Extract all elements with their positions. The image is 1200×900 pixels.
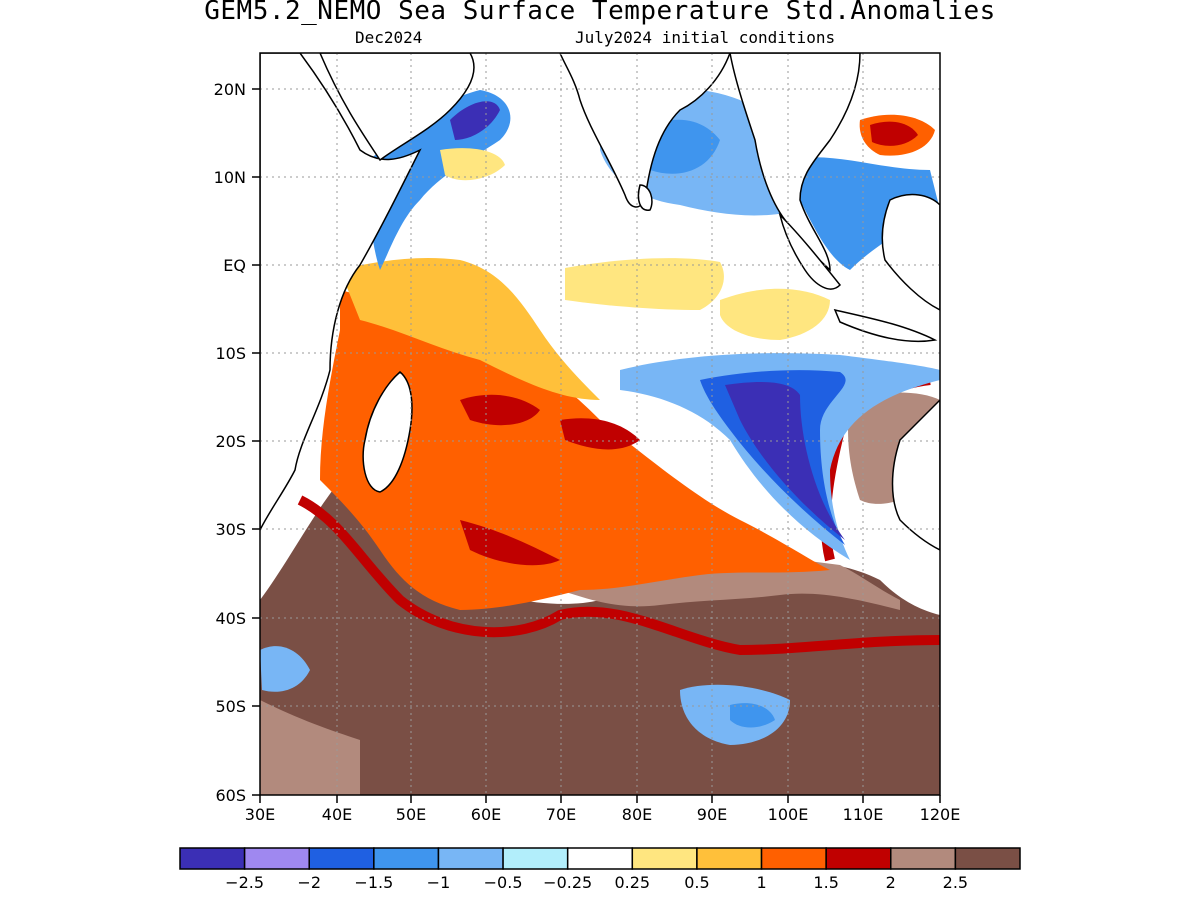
lon-label: 50E: [396, 805, 426, 824]
anomaly-patch-somali-yellow: [440, 148, 505, 181]
colorbar-label: 1.5: [813, 873, 838, 892]
colorbar: −2.5 −2 −1.5 −1 −0.5 −0.25 0.25 0.5 1 1.5 2 2.5: [179, 847, 1021, 892]
anomaly-patch-west-lightorange: [340, 258, 600, 400]
colorbar-swatch: [308, 847, 375, 870]
anomaly-patch-central-red-3: [460, 520, 560, 566]
colorbar-label: −0.25: [543, 873, 592, 892]
colorbar-swatch: [179, 847, 246, 870]
lat-label: 60S: [215, 786, 246, 805]
colorbar-swatch: [631, 847, 698, 870]
colorbar-label: −1: [427, 873, 451, 892]
colorbar-label: 1: [756, 873, 766, 892]
lon-label: 90E: [697, 805, 727, 824]
lat-label: EQ: [223, 256, 246, 275]
anomaly-patch-sumatra-blue: [790, 157, 940, 270]
lat-label: 20N: [214, 80, 246, 99]
lon-label: 30E: [245, 805, 275, 824]
lat-label: 30S: [215, 520, 246, 539]
colorbar-label: 2: [886, 873, 896, 892]
lat-label: 50S: [215, 697, 246, 716]
colorbar-label: 0.5: [684, 873, 709, 892]
colorbar-swatch: [502, 847, 569, 870]
anomaly-field: [260, 53, 940, 795]
lon-labels: 30E 40E 50E 60E 70E 80E 90E 100E 110E 12…: [245, 805, 961, 824]
land-masses: [260, 53, 940, 551]
anomaly-patch-scs-darkred: [870, 121, 918, 146]
lat-labels: 20N 10N EQ 10S 20S 30S 40S 50S 60S: [214, 80, 246, 805]
colorbar-swatch: [760, 847, 827, 870]
anomaly-patch-central-red-1: [460, 394, 540, 426]
land-india: [559, 53, 731, 208]
anomaly-patch-south-red: [297, 495, 940, 656]
land-australia: [891, 398, 940, 551]
anomaly-patch-eq-yellow-2: [720, 288, 830, 340]
plot-frame: [259, 52, 941, 796]
land-sumatra: [778, 212, 842, 290]
lon-label: 40E: [322, 805, 352, 824]
lon-label: 80E: [622, 805, 652, 824]
land-sri-lanka: [637, 184, 653, 211]
anomaly-patch-s-blue-2: [730, 703, 775, 728]
colorbar-swatch: [243, 847, 310, 870]
colorbar-swatch: [566, 847, 634, 870]
land-madagascar: [362, 371, 413, 493]
colorbar-label: 2.5: [943, 873, 968, 892]
lat-label: 10N: [214, 168, 246, 187]
land-borneo: [881, 193, 940, 311]
map-subtitle-init: July2024 initial conditions: [575, 28, 836, 47]
anomaly-patch-sw-blue: [260, 646, 310, 692]
anomaly-patch-arabian-purple: [450, 101, 500, 140]
lat-label: 40S: [215, 609, 246, 628]
anomaly-patch-south-lightbrown-2: [260, 700, 360, 795]
colorbar-label: −1.5: [354, 873, 393, 892]
colorbar-swatch: [954, 847, 1021, 870]
colorbar-label: −0.5: [484, 873, 523, 892]
colorbar-swatch: [437, 847, 504, 870]
grid-lines: [260, 53, 940, 795]
land-arabia: [319, 53, 475, 162]
map-subtitle-date: Dec2024: [355, 28, 423, 47]
lon-label: 120E: [920, 805, 961, 824]
lon-label: 110E: [843, 805, 884, 824]
colorbar-label: −2.5: [225, 873, 264, 892]
colorbar-swatch: [890, 847, 957, 870]
colorbar-swatch: [825, 847, 892, 870]
lon-label: 60E: [471, 805, 501, 824]
colorbar-label: 0.25: [614, 873, 650, 892]
anomaly-patch-central-red-2: [560, 418, 640, 450]
anomaly-patch-eq-yellow: [565, 258, 724, 310]
lat-label: 20S: [215, 432, 246, 451]
anomaly-patch-central-orange: [320, 290, 830, 610]
land-java: [833, 308, 938, 343]
axis-ticks: [252, 88, 941, 803]
colorbar-label: −2: [297, 873, 321, 892]
colorbar-swatch: [373, 847, 440, 870]
land-africa: [260, 53, 422, 531]
lat-label: 10S: [215, 344, 246, 363]
lon-label: 70E: [546, 805, 576, 824]
map-title: GEM5.2_NEMO Sea Surface Temperature Std.…: [204, 0, 996, 26]
land-indochina: [729, 53, 861, 272]
lon-label: 100E: [768, 805, 809, 824]
colorbar-swatch: [696, 847, 763, 870]
anomaly-patch-east-purple: [725, 382, 845, 540]
